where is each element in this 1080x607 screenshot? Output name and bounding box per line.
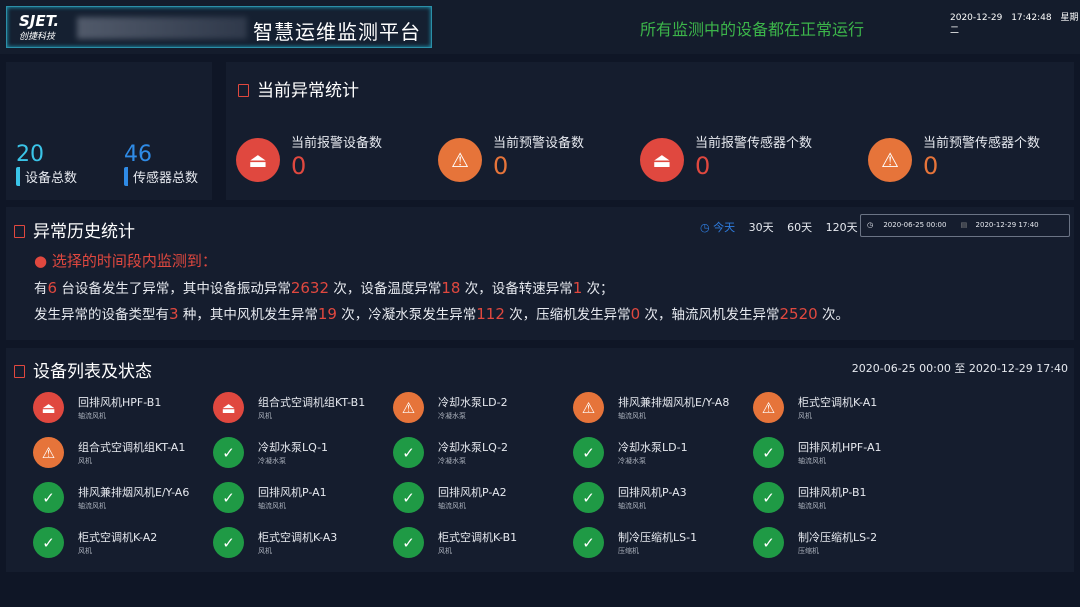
check-circle-icon: ✓ xyxy=(33,527,64,558)
current-anomaly-title: 当前异常统计 xyxy=(238,76,359,101)
current-anomaly-panel: 当前异常统计 xyxy=(226,62,1074,200)
check-circle-icon: ✓ xyxy=(33,482,64,513)
system-status: 所有监测中的设备都在正常运行 xyxy=(640,20,865,39)
warning-icon: ⚠ xyxy=(393,392,424,423)
warning-icon: ⚠ xyxy=(753,392,784,423)
device-item[interactable]: ⚠ 柜式空调机K-A1 风机 xyxy=(753,392,933,436)
device-item[interactable]: ⚠ 冷却水泵LD-2 冷凝水泵 xyxy=(393,392,573,436)
summary-text: 次，设备转速异常 xyxy=(464,281,573,297)
header: SJET. 创捷科技 智慧运维监测平台 所有监测中的设备都在正常运行 2020-1… xyxy=(0,0,1080,54)
calendar-icon: ▤ xyxy=(960,221,968,229)
count-value: 3 xyxy=(169,305,179,323)
tab-60d[interactable]: 60天 xyxy=(787,221,813,234)
device-item[interactable]: ✓ 回排风机P-A3 轴流风机 xyxy=(573,482,753,526)
count-value: 18 xyxy=(441,279,461,297)
history-title: 异常历史统计 xyxy=(14,217,135,242)
warning-icon: ⚠ xyxy=(438,138,482,182)
device-item[interactable]: ✓ 冷却水泵LQ-1 冷凝水泵 xyxy=(213,437,393,481)
check-circle-icon: ✓ xyxy=(213,482,244,513)
alarm-icon: ⏏ xyxy=(236,138,280,182)
count-value: 2520 xyxy=(779,305,818,323)
end-date[interactable]: 2020-12-29 17:40 xyxy=(975,221,1039,229)
check-circle-icon: ✓ xyxy=(753,437,784,468)
count-value: 2632 xyxy=(290,279,330,297)
history-panel: 异常历史统计 ◷ 今天 30天 60天 120天 ◷ 2020-06-25 00… xyxy=(6,207,1074,340)
count-value: 1 xyxy=(572,279,583,297)
date-range-picker[interactable]: ◷ 2020-06-25 00:00 ▤ 2020-12-29 17:40 xyxy=(860,214,1070,237)
warning-icon: ⚠ xyxy=(868,138,912,182)
count-value: 0 xyxy=(630,305,641,323)
warning-icon: ⚠ xyxy=(33,437,64,468)
logo: SJET. 创捷科技 xyxy=(19,12,60,42)
summary-text: 台设备发生了异常，其中设备振动异常 xyxy=(61,281,291,297)
count-value: 19 xyxy=(317,305,337,323)
device-total: 20 设备总数 xyxy=(16,142,78,186)
check-circle-icon: ✓ xyxy=(393,482,424,513)
history-summary-line2: 发生异常的设备类型有3 种，其中风机发生异常19 次，冷凝水泵发生异常112 次… xyxy=(34,303,849,323)
summary-text: 次。 xyxy=(822,307,849,323)
summary-text: 次，冷凝水泵发生异常 xyxy=(341,307,477,323)
document-icon xyxy=(238,84,249,97)
tab-30d[interactable]: 30天 xyxy=(748,221,774,234)
check-circle-icon: ✓ xyxy=(393,527,424,558)
device-item[interactable]: ✓ 冷却水泵LD-1 冷凝水泵 xyxy=(573,437,753,481)
device-item[interactable]: ⏏ 回排风机HPF-B1 轴流风机 xyxy=(33,392,213,436)
device-list-title: 设备列表及状态 xyxy=(14,357,152,382)
page-title: 智慧运维监测平台 xyxy=(253,20,421,44)
sensor-total: 46 传感器总数 xyxy=(124,142,199,186)
document-icon xyxy=(14,225,25,238)
blurred-company-name xyxy=(77,17,247,39)
warning-icon: ⚠ xyxy=(573,392,604,423)
alert-icon: ● xyxy=(34,252,48,270)
range-tabs: ◷ 今天 30天 60天 120天 xyxy=(700,219,858,235)
summary-text: 次，设备温度异常 xyxy=(333,281,442,297)
list-icon xyxy=(14,365,25,378)
device-item[interactable]: ✓ 回排风机P-A1 轴流风机 xyxy=(213,482,393,526)
device-item[interactable]: ✓ 制冷压缩机LS-1 压缩机 xyxy=(573,527,753,571)
device-item[interactable]: ✓ 回排风机HPF-A1 轴流风机 xyxy=(753,437,933,481)
device-item[interactable]: ⚠ 组合式空调机组KT-A1 风机 xyxy=(33,437,213,481)
device-item[interactable]: ✓ 柜式空调机K-A3 风机 xyxy=(213,527,393,571)
device-item[interactable]: ⚠ 排风兼排烟风机E/Y-A8 轴流风机 xyxy=(573,392,753,436)
clock: 2020-12-29 17:42:48 星期二 xyxy=(950,13,1079,36)
alarm-icon: ⏏ xyxy=(640,138,684,182)
check-circle-icon: ✓ xyxy=(213,437,244,468)
device-item[interactable]: ✓ 柜式空调机K-B1 风机 xyxy=(393,527,573,571)
device-list-range: 2020-06-25 00:00 至 2020-12-29 17:40 xyxy=(851,362,1068,375)
summary-text: 发生异常的设备类型有 xyxy=(34,307,169,323)
summary-text: 种，其中风机发生异常 xyxy=(182,307,318,323)
summary-text: 次，压缩机发生异常 xyxy=(509,307,631,323)
device-item[interactable]: ✓ 柜式空调机K-A2 风机 xyxy=(33,527,213,571)
device-list-panel: 设备列表及状态 2020-06-25 00:00 至 2020-12-29 17… xyxy=(6,348,1074,572)
start-date[interactable]: 2020-06-25 00:00 xyxy=(883,221,947,229)
summary-text: 有 xyxy=(34,281,48,297)
brand-banner: SJET. 创捷科技 智慧运维监测平台 xyxy=(6,6,432,48)
check-circle-icon: ✓ xyxy=(573,437,604,468)
device-item[interactable]: ⏏ 组合式空调机组KT-B1 风机 xyxy=(213,392,393,436)
check-circle-icon: ✓ xyxy=(573,527,604,558)
history-summary-line1: 有6 台设备发生了异常，其中设备振动异常2632 次，设备温度异常18 次，设备… xyxy=(34,277,614,297)
device-item[interactable]: ✓ 排风兼排烟风机E/Y-A6 轴流风机 xyxy=(33,482,213,526)
totals-panel: 20 设备总数 46 传感器总数 xyxy=(6,62,212,200)
check-circle-icon: ✓ xyxy=(753,482,784,513)
alarm-icon: ⏏ xyxy=(213,392,244,423)
count-value: 112 xyxy=(476,305,505,323)
alarm-icon: ⏏ xyxy=(33,392,64,423)
device-item[interactable]: ✓ 回排风机P-B1 轴流风机 xyxy=(753,482,933,526)
tab-120d[interactable]: 120天 xyxy=(825,221,858,234)
check-circle-icon: ✓ xyxy=(213,527,244,558)
check-circle-icon: ✓ xyxy=(753,527,784,558)
summary-text: 次，轴流风机发生异常 xyxy=(644,307,780,323)
device-item[interactable]: ✓ 制冷压缩机LS-2 压缩机 xyxy=(753,527,933,571)
history-notice: ● 选择的时间段内监测到： xyxy=(34,252,217,270)
check-circle-icon: ✓ xyxy=(393,437,424,468)
device-item[interactable]: ✓ 回排风机P-A2 轴流风机 xyxy=(393,482,573,526)
check-circle-icon: ✓ xyxy=(573,482,604,513)
count-value: 6 xyxy=(47,279,58,297)
clock-icon: ◷ xyxy=(867,221,874,229)
device-item[interactable]: ✓ 冷却水泵LQ-2 冷凝水泵 xyxy=(393,437,573,481)
summary-text: 次； xyxy=(586,281,614,297)
tab-today[interactable]: ◷ 今天 xyxy=(700,221,736,234)
